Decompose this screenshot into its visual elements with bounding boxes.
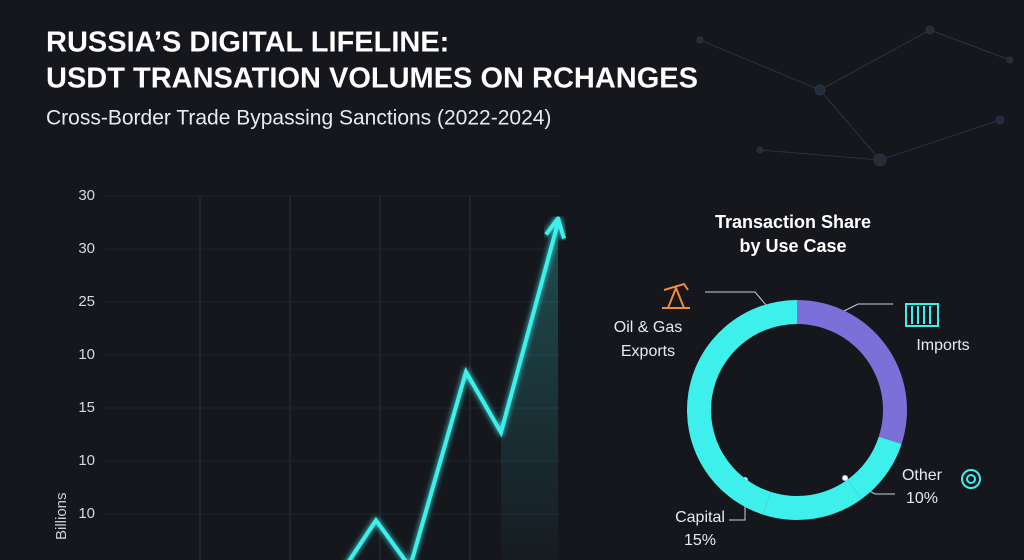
- donut-title: by Use Case: [739, 236, 846, 256]
- y-tick-label: 30: [78, 240, 95, 257]
- y-tick-label: 25: [78, 293, 95, 310]
- donut-segment: [847, 436, 902, 499]
- line: [347, 221, 560, 560]
- category-label: Imports: [916, 337, 969, 354]
- subtitle: Cross-Border Trade Bypassing Sanctions (…: [46, 107, 551, 130]
- y-tick-label: 10: [78, 452, 95, 469]
- value-label: 10%: [906, 490, 938, 507]
- donut-title: Transaction Share: [715, 212, 871, 232]
- y-tick-label: 15: [78, 399, 95, 416]
- donut-segment: [763, 479, 862, 520]
- arrow-head: [544, 214, 566, 240]
- area: [501, 222, 558, 560]
- category-label: Other: [902, 467, 943, 484]
- y-axis-label: Billions: [53, 492, 70, 540]
- icons: [662, 282, 981, 489]
- network-decor: [696, 25, 1014, 167]
- title-line: RUSSIA’S DIGITAL LIFELINE:: [46, 27, 449, 59]
- value-label: 15%: [684, 532, 716, 549]
- category-label: Oil & Gas Exports: [614, 319, 682, 360]
- y-tick-label: 10: [78, 346, 95, 363]
- title-line: USDT TRANSATION VOLUMES ON RCHANGES: [46, 63, 698, 95]
- donut-segment: [797, 300, 907, 444]
- donut-segment: [687, 300, 797, 515]
- y-tick-label: 30: [78, 187, 95, 204]
- category-label: Capital: [675, 509, 725, 526]
- y-tick-label: 10: [78, 505, 95, 522]
